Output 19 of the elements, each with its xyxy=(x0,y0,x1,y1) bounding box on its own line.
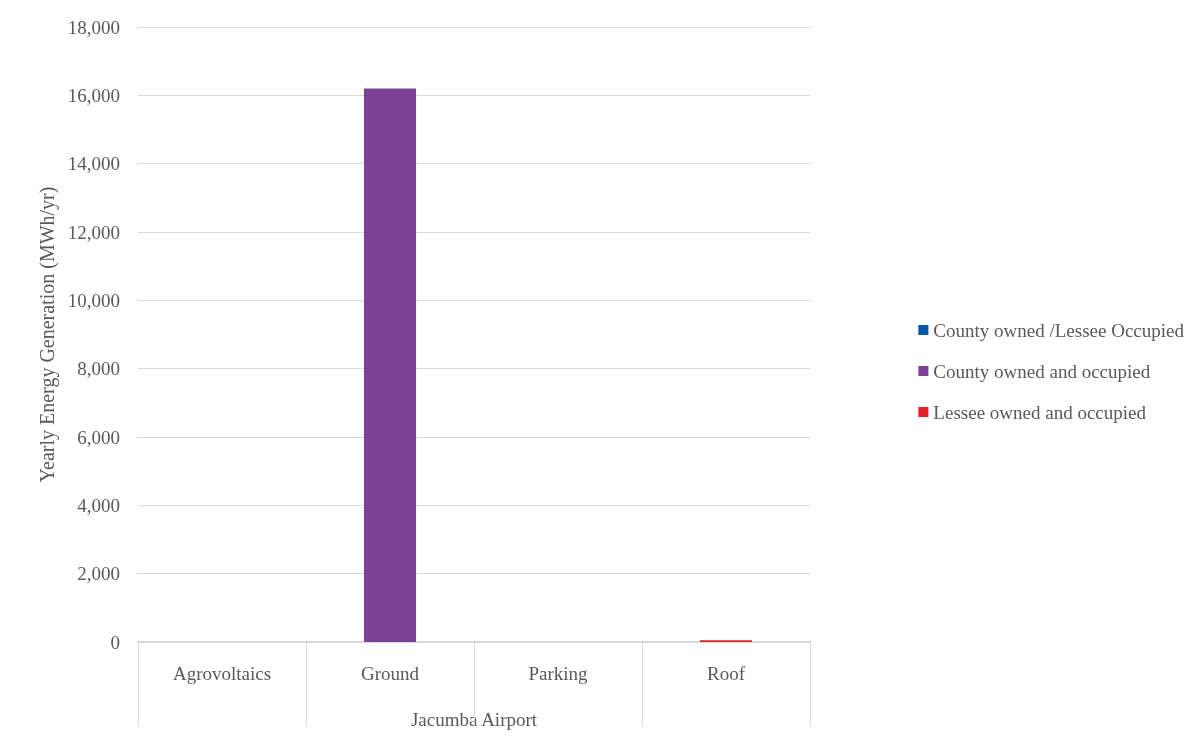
x-axis-title: Jacumba Airport xyxy=(410,709,538,730)
y-axis-title: Yearly Energy Generation (MWh/yr) xyxy=(35,186,59,483)
y-tick-label: 10,000 xyxy=(67,289,120,311)
legend-label: Lessee owned and occupied xyxy=(933,401,1147,423)
legend-label: County owned /Lessee Occupied xyxy=(933,319,1185,341)
y-tick-label: 12,000 xyxy=(67,221,120,243)
x-tick-label: Parking xyxy=(528,663,589,684)
y-tick-label: 14,000 xyxy=(67,153,120,175)
y-tick-label: 4,000 xyxy=(77,494,120,516)
y-tick-label: 8,000 xyxy=(77,358,120,380)
y-tick-label: 0 xyxy=(110,631,120,653)
x-tick-label: Roof xyxy=(707,663,746,684)
legend-label: County owned and occupied xyxy=(933,360,1151,382)
y-tick-label: 18,000 xyxy=(67,16,120,38)
y-tick-label: 6,000 xyxy=(77,426,120,448)
x-tick-label: Agrovoltaics xyxy=(172,663,272,684)
y-tick-label: 2,000 xyxy=(77,563,120,585)
x-tick-label: Ground xyxy=(360,663,420,684)
y-tick-label: 16,000 xyxy=(67,84,120,106)
